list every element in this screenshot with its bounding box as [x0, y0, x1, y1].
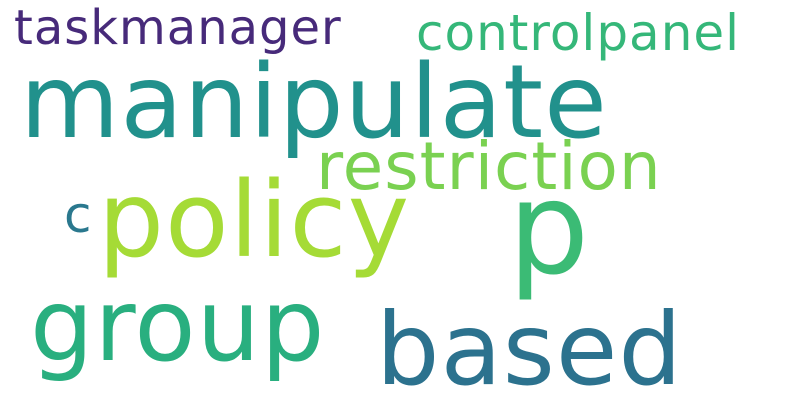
word-based: based [376, 291, 683, 400]
word-manipulate: manipulate [20, 43, 608, 162]
word-c: c [64, 186, 92, 244]
word-p: p [508, 155, 590, 304]
word-restriction: restriction [316, 128, 662, 205]
word-policy: policy [98, 159, 411, 281]
word-controlpanel: controlpanel [416, 4, 741, 62]
word-group: group [30, 267, 326, 384]
word-taskmanager: taskmanager [14, 0, 342, 56]
